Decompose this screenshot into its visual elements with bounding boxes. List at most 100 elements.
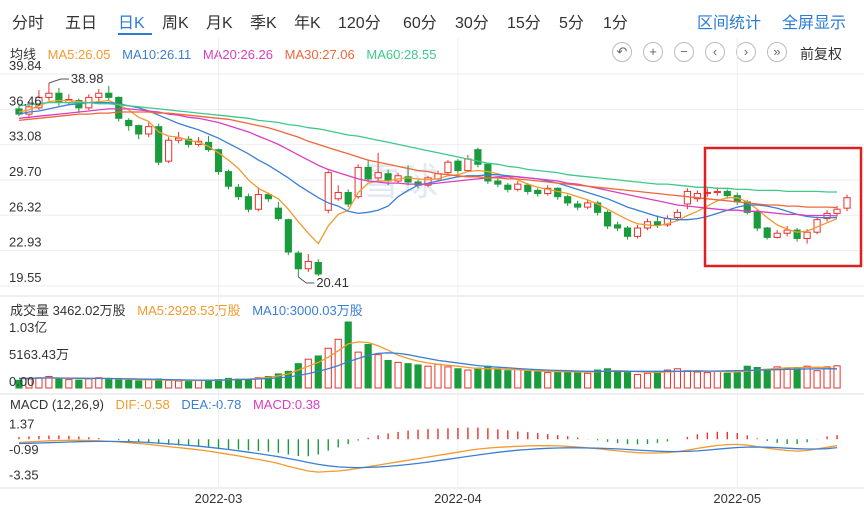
ma20-legend: MA20:26.26 — [202, 47, 274, 62]
ma60-line — [18, 101, 837, 193]
tab-11[interactable]: 5分 — [559, 15, 584, 32]
candle-body — [95, 92, 103, 98]
candle-body — [444, 161, 452, 174]
volume-bar — [224, 377, 233, 389]
ma10-legend: MA10:26.11 — [122, 47, 192, 62]
volume-bar — [264, 375, 272, 389]
volume-legend: 成交量 3462.02万股 MA5:2928.53万股 MA10:3000.03… — [10, 300, 371, 319]
tab-4[interactable]: 月K — [206, 15, 233, 32]
tab-6[interactable]: 年K — [294, 15, 321, 32]
volume-bar — [534, 371, 542, 389]
volume-bar — [135, 380, 143, 389]
price-adjust-select[interactable]: 前复权 — [800, 46, 842, 62]
move-right-icon[interactable]: › — [736, 42, 756, 62]
move-end-icon[interactable]: » — [767, 42, 787, 62]
candle-body — [364, 166, 372, 180]
candle-body — [234, 186, 243, 198]
volume-y-tick: 0.00 — [9, 374, 34, 389]
volume-bar — [813, 370, 821, 389]
volume-bar — [424, 365, 432, 389]
x-tick-label: 2022-03 — [195, 491, 243, 506]
tab-10[interactable]: 15分 — [507, 15, 541, 32]
volume-bar — [693, 371, 701, 389]
high-pointer — [48, 78, 69, 84]
candle-body — [55, 92, 63, 103]
volume-ma5-legend: MA5:2928.53万股 — [137, 303, 241, 318]
tab-7[interactable]: 120分 — [338, 15, 381, 32]
kline-y-tick: 22.93 — [9, 235, 42, 250]
low-pointer — [298, 276, 315, 284]
zoom-out-icon[interactable]: − — [674, 42, 694, 62]
candle-body — [35, 96, 43, 109]
candle-body — [783, 229, 791, 234]
volume-bar — [783, 368, 791, 389]
candle-body — [145, 126, 153, 135]
candle-body — [175, 137, 183, 141]
volume-bar — [793, 366, 801, 389]
axis-labels: 39.84 36.46 33.08 29.70 26.32 22.93 19.55 2022-… — [9, 58, 761, 506]
candle-body — [45, 92, 53, 98]
candle-body — [534, 189, 542, 195]
zoom-in-icon[interactable]: + — [643, 42, 663, 62]
undo-icon[interactable]: ↶ — [612, 42, 632, 62]
volume-bar — [763, 368, 771, 389]
candle-body — [254, 194, 263, 210]
volume-bar — [743, 365, 751, 389]
tab-0[interactable]: 分时 — [12, 15, 45, 32]
macd-legend-label: MACD (12,26,9) — [10, 397, 104, 412]
tab-3[interactable]: 周K — [162, 15, 189, 32]
ma20-line — [18, 108, 838, 217]
candle-body — [753, 211, 761, 229]
tab-12[interactable]: 1分 — [603, 15, 628, 32]
candle-body — [334, 191, 342, 200]
volume-bar — [723, 372, 731, 389]
candle-body — [224, 171, 233, 187]
macd-y-tick: -0.99 — [9, 442, 39, 457]
tab-2[interactable]: 日K — [118, 15, 145, 32]
candle-body — [354, 166, 362, 198]
volume-bar — [823, 366, 831, 389]
volume-bar — [334, 338, 342, 389]
volume-bar — [384, 359, 392, 389]
volume-bar — [613, 370, 622, 389]
tab-5[interactable]: 季K — [250, 15, 277, 32]
volume-bar — [474, 367, 482, 389]
kline-legend: 均线 MA5:26.05 MA10:26.11 MA20:26.26 MA30:… — [10, 44, 444, 63]
kline-y-tick: 36.46 — [9, 93, 42, 108]
volume-ma10-line — [18, 352, 837, 381]
candle-body — [843, 197, 851, 209]
high-label: 38.98 — [71, 71, 104, 86]
tab-8[interactable]: 60分 — [403, 15, 437, 32]
volume-bar — [603, 368, 612, 389]
volume-bar — [115, 379, 123, 389]
volume-bar — [125, 379, 133, 389]
candle-body — [623, 227, 632, 237]
kline-y-tick: 19.55 — [9, 270, 42, 285]
tab-9[interactable]: 30分 — [455, 15, 489, 32]
candle-body — [165, 139, 173, 162]
volume-bar — [55, 377, 63, 389]
x-tick-label: 2022-05 — [713, 491, 761, 506]
volume-bar — [15, 379, 23, 389]
ma30-legend: MA30:27.06 — [284, 47, 355, 62]
tab-1[interactable]: 五日 — [65, 15, 98, 32]
move-left-icon[interactable]: ‹ — [705, 42, 725, 62]
volume-bar — [773, 366, 781, 389]
candle-body — [673, 211, 682, 219]
macd-y-tick: 1.37 — [9, 416, 34, 431]
candle-body — [274, 207, 282, 220]
volume-bar — [653, 370, 662, 389]
candle-body — [135, 125, 143, 135]
macd-panel — [18, 427, 838, 473]
volume-y-tick: 5163.43万 — [9, 347, 69, 362]
ma-lines — [18, 99, 838, 245]
candle-body — [833, 208, 841, 214]
fullscreen-link[interactable]: 全屏显示 — [782, 15, 847, 32]
dif-line — [18, 439, 838, 473]
volume-bar — [683, 370, 691, 389]
volume-bar — [374, 354, 382, 389]
range-stats-link[interactable]: 区间统计 — [697, 15, 762, 32]
ma10-line — [18, 101, 837, 221]
active-tab-underline — [118, 33, 152, 35]
